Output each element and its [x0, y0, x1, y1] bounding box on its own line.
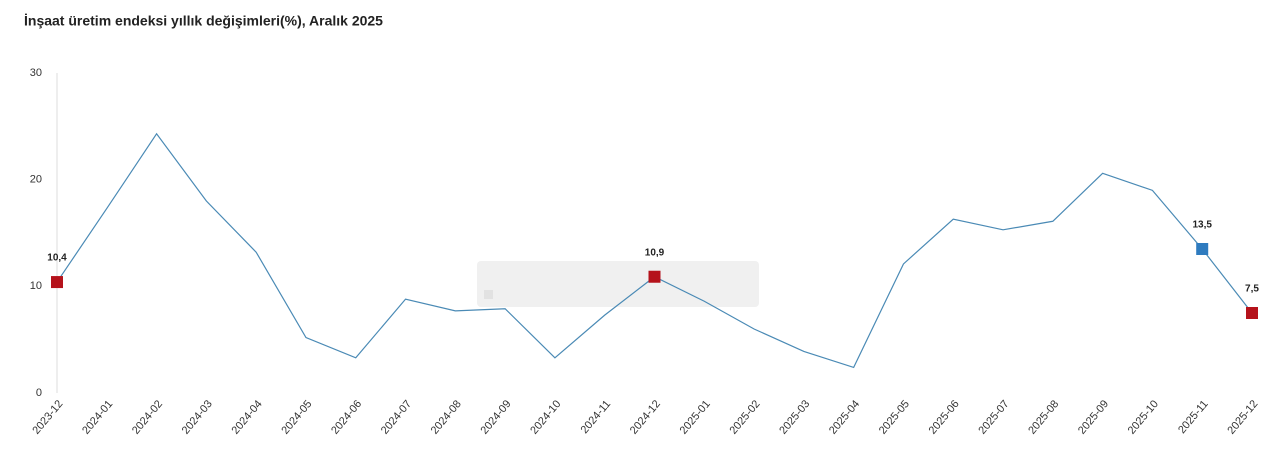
- x-tick-label: 2024-03: [180, 398, 215, 437]
- x-tick-label: 2024-05: [279, 398, 314, 437]
- x-tick-label: 2024-10: [528, 398, 563, 437]
- x-tick-label: 2025-02: [727, 398, 762, 437]
- y-tick-label: 30: [30, 67, 42, 79]
- x-tick-label: 2025-03: [777, 398, 812, 437]
- x-tick-label: 2023-12: [30, 398, 65, 437]
- x-tick-label: 2025-11: [1176, 398, 1211, 436]
- point-marker: [1196, 243, 1209, 255]
- x-tick-label: 2025-07: [976, 398, 1011, 437]
- y-tick-label: 20: [30, 174, 42, 186]
- tooltip-ghost: [477, 261, 759, 307]
- x-tick-label: 2024-06: [329, 398, 364, 437]
- x-tick-label: 2024-12: [628, 398, 663, 437]
- x-tick-label: 2024-02: [130, 398, 165, 437]
- x-tick-label: 2024-01: [80, 398, 115, 437]
- x-tick-label: 2025-05: [877, 398, 912, 437]
- x-tick-label: 2025-06: [927, 398, 962, 437]
- x-tick-label: 2025-12: [1225, 398, 1260, 437]
- point-marker: [648, 270, 661, 283]
- point-marker: [1246, 307, 1258, 319]
- value-label: 7,5: [1245, 284, 1259, 295]
- value-label: 10,9: [645, 247, 665, 258]
- value-label: 13,5: [1192, 220, 1212, 231]
- x-tick-label: 2025-08: [1026, 398, 1061, 437]
- x-tick-label: 2024-04: [230, 398, 265, 437]
- x-tick-label: 2024-07: [379, 398, 414, 437]
- chart-title: İnşaat üretim endeksi yıllık değişimleri…: [24, 13, 383, 29]
- x-tick-label: 2024-09: [479, 398, 514, 437]
- y-tick-label: 0: [36, 387, 42, 399]
- x-tick-label: 2024-11: [579, 398, 614, 436]
- x-tick-label: 2025-01: [678, 398, 713, 437]
- y-tick-label: 10: [30, 280, 42, 292]
- x-tick-label: 2025-10: [1126, 398, 1161, 437]
- point-marker: [51, 276, 63, 289]
- tooltip-ghost-marker: [484, 290, 493, 299]
- x-tick-label: 2025-04: [827, 398, 862, 437]
- x-tick-label: 2024-08: [429, 398, 464, 437]
- x-tick-label: 2025-09: [1076, 398, 1111, 437]
- value-label: 10,4: [47, 253, 67, 264]
